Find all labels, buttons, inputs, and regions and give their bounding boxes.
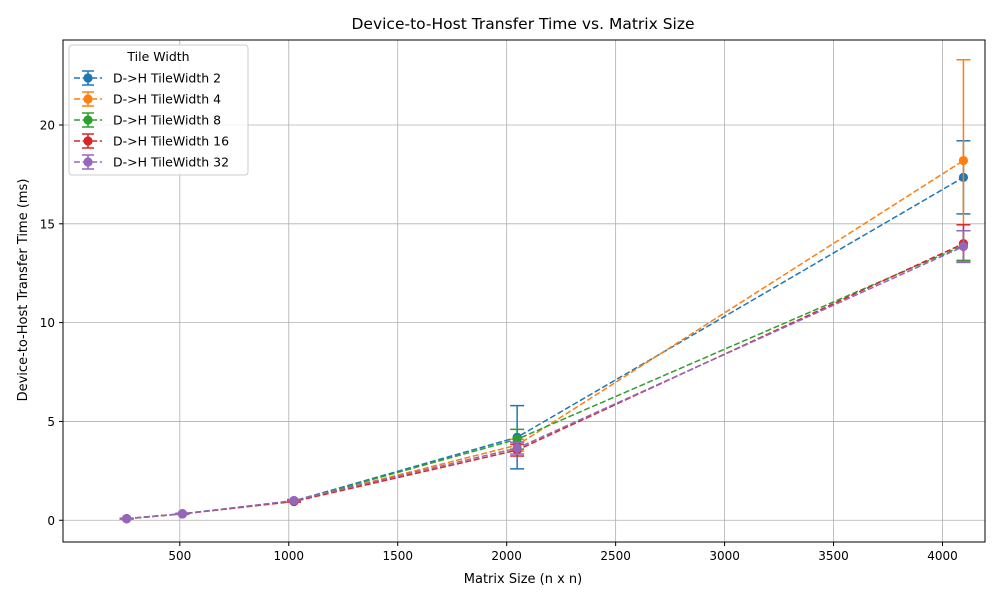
data-point: [122, 514, 132, 524]
data-point: [958, 241, 969, 252]
data-point: [289, 495, 299, 506]
y-tick-label: 5: [47, 415, 55, 429]
legend-label: D->H TileWidth 2: [113, 71, 221, 86]
x-tick-label: 2000: [491, 549, 522, 563]
y-tick-label: 10: [40, 316, 55, 330]
legend-marker: [83, 136, 93, 146]
x-tick-label: 4000: [927, 549, 958, 563]
legend-entry: D->H TileWidth 16: [74, 133, 229, 149]
legend: Tile Width D->H TileWidth 2 D->H TileWidth…: [68, 44, 249, 176]
legend-title: Tile Width: [126, 49, 189, 64]
legend-label: D->H TileWidth 8: [113, 113, 221, 128]
x-axis-label: Matrix Size (n x n): [464, 572, 582, 587]
y-axis-label: Device-to-Host Transfer Time (ms): [16, 179, 31, 402]
y-tick-label: 0: [47, 514, 55, 528]
x-tick-label: 1500: [382, 549, 413, 563]
chart-title: Device-to-Host Transfer Time vs. Matrix …: [351, 15, 694, 33]
x-tick-label: 3000: [709, 549, 740, 563]
legend-marker: [83, 115, 93, 125]
y-tick-label: 20: [40, 118, 55, 132]
legend-entry: D->H TileWidth 2: [74, 70, 221, 86]
legend-marker: [83, 94, 93, 104]
series-5: [119, 229, 971, 524]
plot-area: 500 1000 1500 2000 2500 3000 3500 4000 0 5 10 15 20 T…: [40, 39, 986, 563]
legend-entry: D->H TileWidth 8: [74, 112, 221, 128]
legend-entry: D->H TileWidth 32: [74, 154, 229, 170]
legend-label: D->H TileWidth 16: [113, 134, 229, 149]
legend-entry: D->H TileWidth 4: [74, 91, 221, 107]
axes-frame: [62, 39, 986, 543]
data-point: [958, 155, 969, 166]
legend-label: D->H TileWidth 4: [113, 92, 221, 107]
x-tick-label: 500: [168, 549, 191, 563]
data-point: [512, 443, 522, 453]
legend-label: D->H TileWidth 32: [113, 155, 229, 170]
x-tick-label: 1000: [273, 549, 304, 563]
data-point: [177, 509, 188, 519]
x-tick-label: 3500: [818, 549, 849, 563]
legend-box: [68, 44, 249, 176]
legend-marker: [83, 157, 93, 167]
x-tick-label: 2500: [600, 549, 631, 563]
y-tick-label: 15: [40, 217, 55, 231]
legend-marker: [83, 73, 93, 83]
